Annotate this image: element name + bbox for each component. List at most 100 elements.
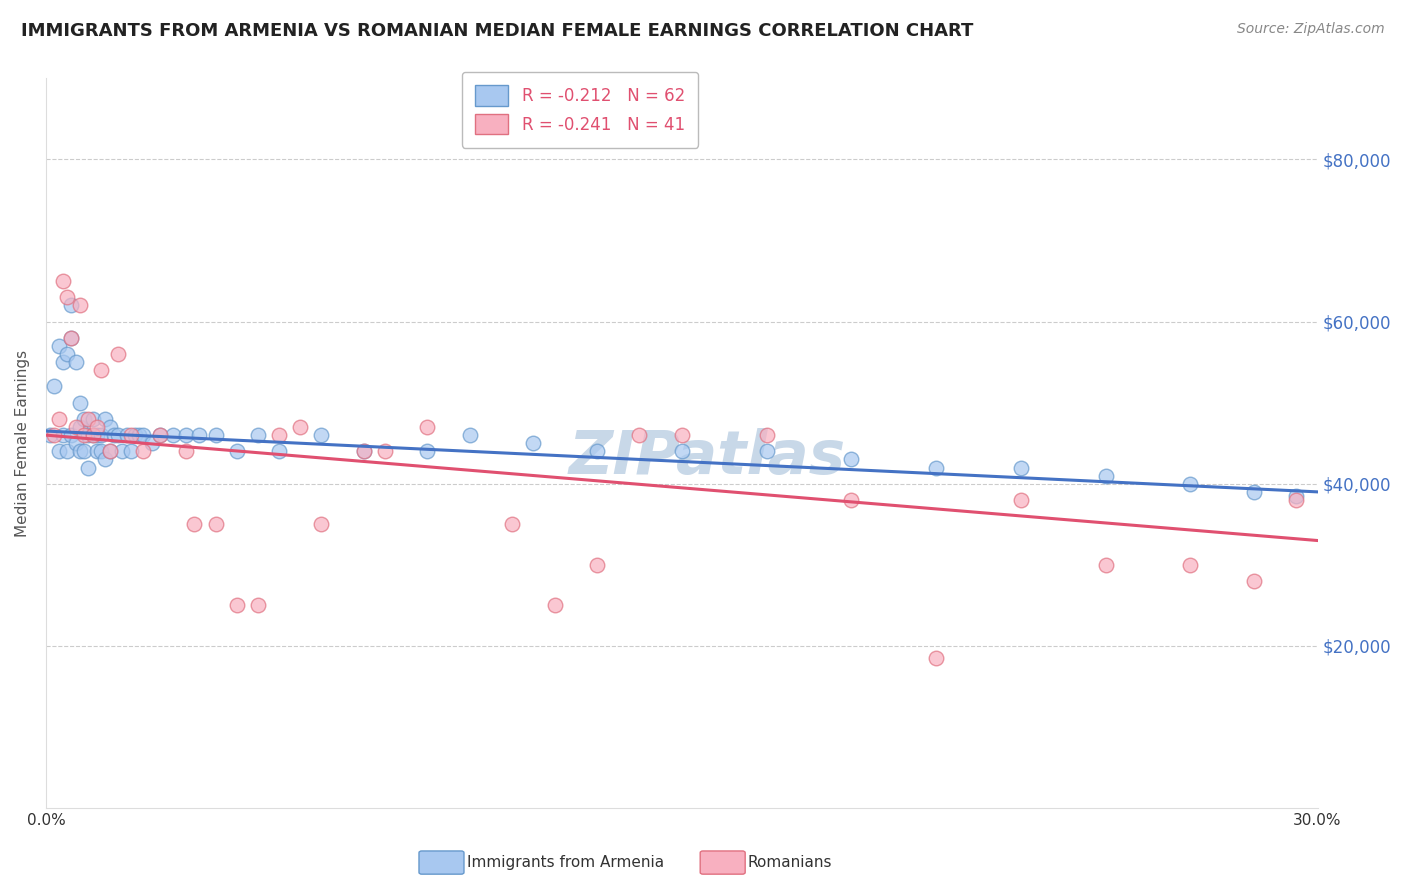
Point [839, 452, 862, 467]
Point [1180, 558, 1202, 572]
Point [1010, 460, 1032, 475]
Point [103, 428, 125, 442]
Point [267, 444, 290, 458]
Point [69, 395, 91, 409]
Point [86, 428, 108, 442]
Point [60, 331, 83, 345]
Point [98, 444, 121, 458]
Point [94, 452, 117, 467]
Point [60, 298, 83, 312]
Point [82, 428, 104, 442]
Point [90, 428, 112, 442]
Point [1010, 493, 1032, 508]
Point [225, 444, 247, 458]
Point [149, 428, 172, 442]
Point [52, 274, 75, 288]
Point [925, 460, 948, 475]
Point [671, 428, 693, 442]
Point [174, 444, 197, 458]
Point [111, 444, 134, 458]
Point [1243, 574, 1265, 588]
Point [86, 420, 108, 434]
Point [162, 428, 184, 442]
Point [132, 444, 155, 458]
Point [1243, 484, 1265, 499]
Point [128, 428, 150, 442]
Text: Romanians: Romanians [748, 855, 832, 870]
Point [120, 444, 142, 458]
Point [416, 444, 439, 458]
Point [77, 412, 100, 426]
Point [60, 331, 83, 345]
Point [416, 420, 439, 434]
Point [94, 412, 117, 426]
Point [501, 517, 523, 532]
Point [311, 517, 333, 532]
Point [522, 436, 544, 450]
Point [204, 428, 226, 442]
Point [82, 412, 104, 426]
Point [183, 517, 205, 532]
Point [586, 444, 609, 458]
Point [69, 298, 91, 312]
Point [290, 420, 312, 434]
Point [755, 444, 778, 458]
Point [1094, 558, 1116, 572]
Point [90, 444, 112, 458]
Point [44, 428, 66, 442]
Point [174, 428, 197, 442]
Point [187, 428, 209, 442]
Point [65, 420, 87, 434]
Point [73, 428, 96, 442]
Point [132, 428, 155, 442]
Point [458, 428, 481, 442]
Point [1094, 468, 1116, 483]
Point [73, 444, 96, 458]
Point [52, 355, 75, 369]
Point [60, 428, 83, 442]
Point [52, 428, 75, 442]
Point [353, 444, 375, 458]
Point [82, 428, 104, 442]
Point [69, 444, 91, 458]
Point [671, 444, 693, 458]
Point [124, 428, 146, 442]
Point [311, 428, 333, 442]
Point [107, 428, 129, 442]
Point [755, 428, 778, 442]
Point [225, 599, 247, 613]
Text: ZIPatlas: ZIPatlas [568, 428, 846, 487]
Point [39, 428, 62, 442]
Text: Immigrants from Armenia: Immigrants from Armenia [467, 855, 664, 870]
Point [1285, 493, 1308, 508]
Point [56, 347, 79, 361]
Point [267, 428, 290, 442]
Point [374, 444, 396, 458]
Point [149, 428, 172, 442]
Point [246, 428, 269, 442]
Point [98, 444, 121, 458]
Point [1180, 476, 1202, 491]
Point [48, 339, 70, 353]
Point [839, 493, 862, 508]
Point [586, 558, 609, 572]
Point [204, 517, 226, 532]
Point [73, 412, 96, 426]
Point [56, 444, 79, 458]
Point [98, 420, 121, 434]
Legend: R = -0.212   N = 62, R = -0.241   N = 41: R = -0.212 N = 62, R = -0.241 N = 41 [461, 72, 699, 148]
Point [69, 420, 91, 434]
Text: Source: ZipAtlas.com: Source: ZipAtlas.com [1237, 22, 1385, 37]
Point [543, 599, 565, 613]
Text: IMMIGRANTS FROM ARMENIA VS ROMANIAN MEDIAN FEMALE EARNINGS CORRELATION CHART: IMMIGRANTS FROM ARMENIA VS ROMANIAN MEDI… [21, 22, 973, 40]
Point [77, 428, 100, 442]
Point [86, 444, 108, 458]
Point [107, 347, 129, 361]
Point [1285, 489, 1308, 503]
Point [56, 290, 79, 304]
Point [44, 379, 66, 393]
Point [48, 444, 70, 458]
Point [115, 428, 138, 442]
Point [120, 428, 142, 442]
Point [65, 355, 87, 369]
